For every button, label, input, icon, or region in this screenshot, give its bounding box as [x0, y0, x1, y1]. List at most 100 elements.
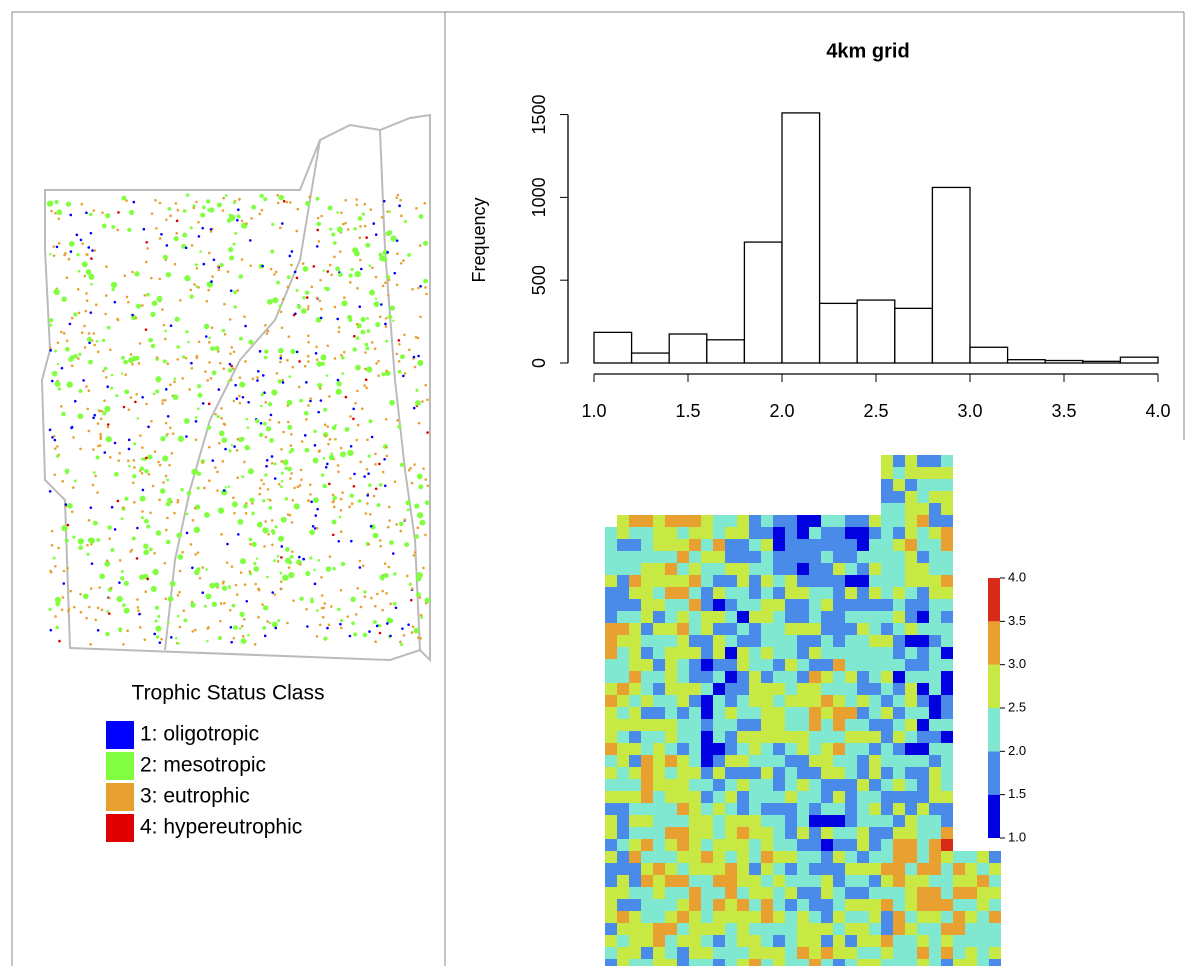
- lake: [131, 363, 134, 366]
- raster-cell: [689, 611, 701, 623]
- lake: [254, 583, 257, 586]
- raster-cell: [713, 515, 725, 527]
- raster-cell: [773, 755, 785, 767]
- raster-cell: [917, 563, 929, 575]
- raster-cell: [917, 743, 929, 755]
- lake: [78, 353, 81, 356]
- lake: [62, 582, 65, 585]
- raster-cell: [725, 851, 737, 863]
- raster-cell: [881, 815, 893, 827]
- lake: [269, 419, 272, 422]
- lake: [219, 362, 222, 365]
- lake: [385, 325, 388, 328]
- lake: [166, 244, 169, 247]
- raster-cell: [677, 803, 689, 815]
- raster-cell: [701, 623, 713, 635]
- raster-cell: [917, 491, 929, 503]
- lake: [366, 494, 369, 497]
- lake: [195, 420, 198, 423]
- lake: [105, 265, 108, 268]
- raster-cell: [617, 563, 629, 575]
- raster-cell: [821, 875, 833, 887]
- lake: [321, 473, 324, 476]
- lake: [280, 545, 283, 548]
- raster-cell: [725, 707, 737, 719]
- raster-cell: [953, 851, 965, 863]
- lake: [278, 348, 284, 354]
- raster-cell: [677, 959, 689, 966]
- raster-cell: [689, 887, 701, 899]
- lake: [271, 591, 274, 594]
- raster-cell: [845, 875, 857, 887]
- bar: [744, 242, 782, 363]
- lake: [334, 424, 337, 427]
- raster-cell: [797, 707, 809, 719]
- lake: [147, 473, 150, 476]
- raster-cell: [941, 611, 953, 623]
- raster-cell: [881, 683, 893, 695]
- raster-cell: [881, 695, 893, 707]
- lake: [367, 455, 370, 458]
- lake: [277, 555, 280, 558]
- lake: [249, 543, 252, 546]
- lake: [104, 367, 108, 371]
- lake: [261, 265, 264, 268]
- raster-cell: [773, 803, 785, 815]
- lake: [320, 354, 326, 360]
- raster-cell: [833, 563, 845, 575]
- raster-cell: [773, 851, 785, 863]
- raster-cell: [761, 695, 773, 707]
- raster-cell: [773, 659, 785, 671]
- raster-cell: [941, 827, 953, 839]
- lake: [329, 455, 335, 461]
- raster-cell: [713, 959, 725, 966]
- raster-cell: [773, 551, 785, 563]
- raster-cell: [917, 767, 929, 779]
- x-tick-label: 4.0: [1145, 401, 1170, 421]
- lake: [363, 633, 368, 638]
- lake: [278, 379, 282, 383]
- raster-cell: [641, 851, 653, 863]
- lake: [413, 463, 416, 466]
- lake: [402, 375, 405, 378]
- lake: [376, 593, 379, 596]
- raster-cell: [857, 551, 869, 563]
- x-tick-label: 3.0: [957, 401, 982, 421]
- raster-cell: [701, 635, 713, 647]
- lake: [262, 374, 265, 377]
- raster-cell: [809, 827, 821, 839]
- lake: [392, 552, 395, 555]
- lake: [399, 522, 404, 527]
- lake: [276, 194, 279, 197]
- lake: [88, 332, 91, 335]
- raster-cell: [821, 575, 833, 587]
- lake: [148, 338, 153, 343]
- lake: [155, 606, 159, 610]
- bar: [932, 187, 970, 363]
- raster-cell: [869, 827, 881, 839]
- raster-cell: [857, 755, 869, 767]
- lake: [88, 519, 91, 522]
- lake: [292, 599, 295, 602]
- raster-cell: [821, 959, 833, 966]
- lake: [259, 350, 262, 353]
- raster-cell: [869, 779, 881, 791]
- lake: [282, 381, 285, 384]
- raster-cell: [641, 863, 653, 875]
- lake: [349, 281, 352, 284]
- lake: [54, 439, 57, 442]
- raster-cell: [929, 611, 941, 623]
- raster-cell: [833, 623, 845, 635]
- raster-cell: [845, 659, 857, 671]
- lake: [347, 315, 352, 320]
- raster-cell: [725, 611, 737, 623]
- lake: [325, 466, 328, 469]
- lake: [300, 469, 303, 472]
- raster-cell: [821, 683, 833, 695]
- lake: [61, 297, 66, 302]
- colorbar-label: 2.5: [1008, 699, 1026, 714]
- raster-cell: [665, 779, 677, 791]
- raster-cell: [605, 839, 617, 851]
- lake: [370, 597, 373, 600]
- raster-cell: [929, 791, 941, 803]
